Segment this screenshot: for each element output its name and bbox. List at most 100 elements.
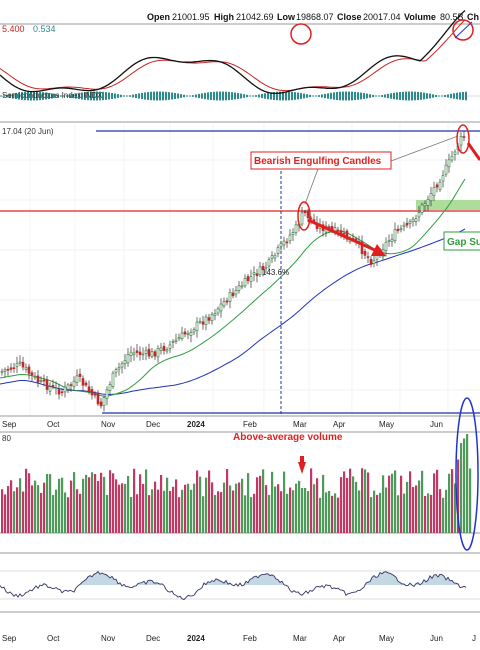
candle-body [87, 386, 91, 392]
macd-histogram-bar [213, 91, 215, 101]
macd-histogram-bar [291, 91, 293, 101]
volume-bar [292, 490, 295, 533]
candle-body [72, 380, 76, 387]
candle-body [39, 380, 43, 382]
volume-bar [442, 497, 445, 533]
macd-signal-line [0, 19, 466, 92]
macd-histogram-bar [138, 93, 140, 99]
macd-histogram-bar [306, 94, 308, 98]
volume-bar [79, 493, 82, 533]
volume-bar [469, 468, 472, 533]
candle-body [372, 260, 376, 264]
volume-bar [67, 497, 70, 533]
volume-bar [202, 496, 205, 533]
candle-body [270, 255, 274, 259]
candle-body [147, 348, 151, 357]
candle-body [444, 164, 448, 175]
volume-bar [121, 483, 124, 533]
candle-body [450, 155, 454, 161]
volume-bar [388, 475, 391, 533]
macd-histogram-bar [429, 93, 431, 99]
volume-bar [346, 477, 349, 533]
macd-histogram-bar [423, 92, 425, 100]
volume-bar [205, 477, 208, 533]
macd-histogram-bar [255, 95, 257, 97]
macd-histogram-bar [285, 91, 287, 101]
volume-bar [412, 487, 415, 533]
volume-bar [196, 470, 199, 533]
candle-body [210, 314, 214, 322]
macd-histogram-bar [345, 91, 347, 101]
header-trailing: Ch [467, 12, 479, 22]
candle-body [300, 212, 304, 225]
candle-body [279, 243, 283, 247]
volume-bar [1, 489, 4, 533]
volume-bar [193, 483, 196, 533]
macd-histogram-bar [351, 91, 353, 101]
price-grid [0, 123, 480, 415]
macd-histogram-bar [27, 91, 29, 101]
candle-body [168, 344, 172, 349]
bottom-x-label: 2024 [187, 634, 205, 643]
volume-bar [367, 472, 370, 533]
macd-histogram-bar [435, 94, 437, 98]
volume-bar [124, 483, 127, 533]
volume-bar [85, 474, 88, 533]
candle-body [120, 363, 124, 368]
volume-bar [22, 491, 25, 533]
volume-bar [115, 479, 118, 533]
candle-body [51, 384, 55, 387]
volume-bar [184, 484, 187, 533]
macd-histogram-bar [357, 92, 359, 100]
gap-support-box [443, 231, 480, 251]
price-x-axis: Sep Oct Nov Dec 2024 Feb Mar Apr May Jun [2, 420, 443, 429]
candle-body [261, 265, 265, 270]
volume-bar [241, 478, 244, 533]
candle-body [282, 240, 286, 246]
macd-histogram-bar [102, 91, 104, 101]
candle-body [405, 222, 409, 226]
candle-body [78, 373, 82, 377]
volume-bar [46, 473, 49, 533]
volume-bar [238, 482, 241, 533]
volume-bar [97, 481, 100, 533]
candle-body [27, 366, 31, 374]
macd-histogram-bar [462, 91, 464, 101]
candle-body [3, 369, 7, 372]
candle-body [411, 218, 415, 222]
macd-histogram-bar [96, 91, 98, 101]
volume-bar [7, 486, 10, 533]
candle-body [186, 333, 190, 335]
volume-bar [394, 470, 397, 533]
volume-bar [328, 490, 331, 533]
candle-body [408, 221, 412, 224]
bottom-x-label: Dec [146, 634, 160, 643]
candle-body [447, 159, 451, 168]
macd-histogram-bar [234, 92, 236, 100]
candle-body [207, 317, 211, 321]
volume-bar [325, 492, 328, 533]
volume-bar [214, 494, 217, 533]
candle-body [174, 339, 178, 342]
volume-bar [247, 473, 250, 533]
macd-histogram-bar [372, 94, 374, 98]
candle-body [6, 369, 10, 371]
macd-histogram-bar [387, 93, 389, 99]
macd-histogram-bar [153, 91, 155, 101]
engulfing-circle-left [297, 201, 311, 231]
oscillator-panel [0, 552, 480, 613]
macd-histogram-bar [114, 93, 116, 99]
macd-histogram-bar [12, 93, 14, 99]
candle-body [462, 136, 466, 138]
volume-bar [127, 475, 130, 533]
volume-bar [271, 471, 274, 533]
candle-body [132, 352, 136, 355]
macd-histogram-bar [360, 92, 362, 100]
macd-histogram-bar [45, 92, 47, 100]
macd-histogram-bar [459, 92, 461, 100]
ma-50-line [0, 178, 466, 397]
macd-histogram-bar [264, 93, 266, 99]
macd-histogram-bar [0, 95, 2, 97]
candle-body [399, 228, 403, 230]
volume-bar [37, 485, 40, 533]
